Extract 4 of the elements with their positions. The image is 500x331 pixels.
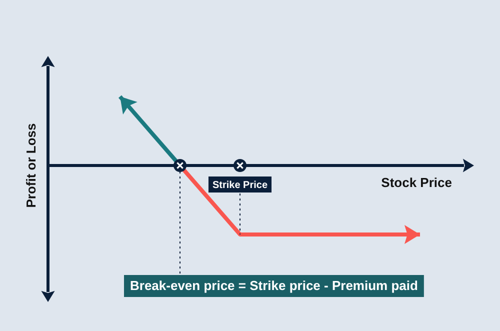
y-axis-title: Profit or Loss — [24, 123, 39, 208]
text: Break-even price = Strike price - Premium paid — [130, 278, 418, 294]
annotation: Strike Price — [212, 180, 268, 191]
x-axis-title: Stock Price — [381, 175, 452, 190]
